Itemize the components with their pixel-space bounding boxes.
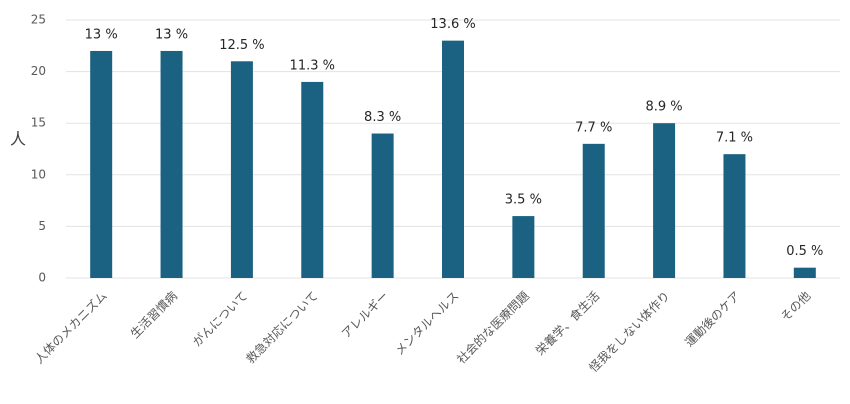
bar [793,267,816,278]
bar [723,154,746,278]
bar [301,81,324,278]
bar [230,61,253,278]
x-tick-label: 救急対応について [243,288,321,366]
data-label: 12.5 % [219,38,264,53]
data-label: 7.1 % [716,131,753,146]
data-label: 8.3 % [364,110,401,125]
data-label: 0.5 % [786,244,823,259]
bar [653,123,676,278]
bar [90,50,113,279]
x-tick-label: 人体のメカニズム [31,288,109,366]
x-tick-label: アレルギー [339,289,391,341]
x-tick-label: 栄養学、食生活 [532,288,602,358]
y-tick-label: 15 [31,116,46,130]
data-label: 13 % [85,27,118,42]
data-label: 13 % [155,27,188,42]
y-tick-label: 20 [31,64,46,78]
x-tick-label: 運動後のケア [682,289,743,350]
y-tick-label: 0 [38,271,46,285]
data-label: 11.3 % [290,58,335,73]
data-label: 3.5 % [505,193,542,208]
y-tick-label: 5 [38,219,46,233]
bar [442,40,464,278]
data-label: 13.6 % [430,17,475,32]
y-axis-label: 人 [10,130,26,149]
bar [371,133,394,278]
bar [512,216,535,278]
x-tick-label: がんについて [189,288,250,349]
x-tick-label: 怪我をしない体作り [586,289,672,375]
bar [160,50,183,279]
x-tick-label: 社会的な医療問題 [453,288,531,366]
x-tick-label: 生活習慣病 [127,288,180,341]
y-tick-label: 25 [31,13,46,27]
x-tick-label: メンタルヘルス [392,289,461,358]
data-label: 7.7 % [575,120,612,135]
bar [582,143,605,278]
data-label: 8.9 % [646,100,683,115]
y-tick-label: 10 [31,167,46,181]
x-tick-label: その他 [778,289,813,324]
